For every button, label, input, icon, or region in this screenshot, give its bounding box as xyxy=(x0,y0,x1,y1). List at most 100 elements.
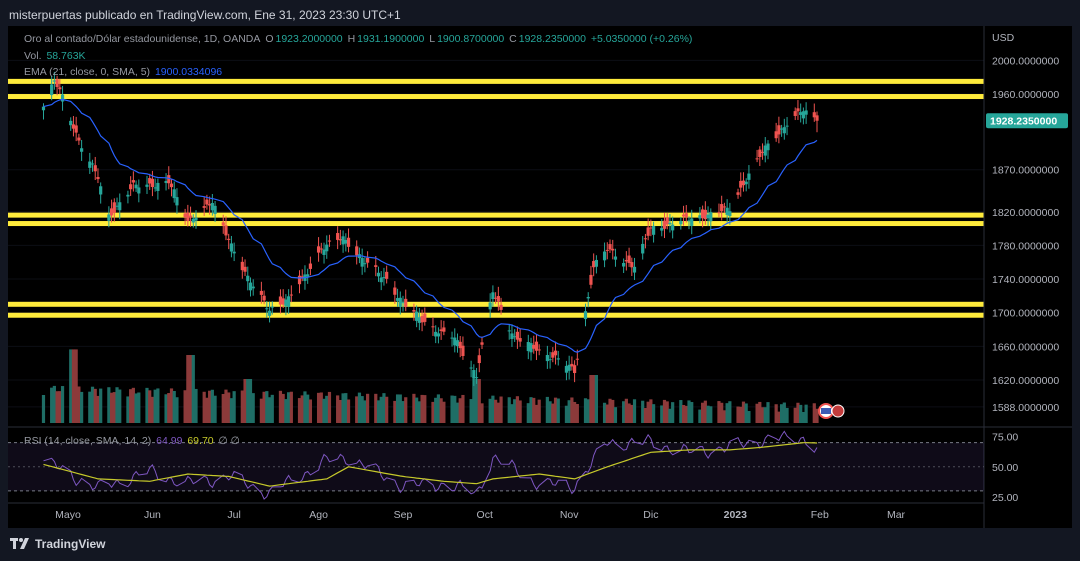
candle[interactable] xyxy=(227,238,231,240)
candle[interactable] xyxy=(341,236,345,245)
candle[interactable] xyxy=(175,197,179,206)
candle[interactable] xyxy=(747,173,751,180)
candle[interactable] xyxy=(605,249,609,251)
candle[interactable] xyxy=(583,311,588,320)
candle[interactable] xyxy=(284,299,288,307)
candle[interactable] xyxy=(316,246,321,253)
candle[interactable] xyxy=(622,262,626,267)
candle[interactable] xyxy=(532,344,536,349)
candle[interactable] xyxy=(687,220,691,222)
candle[interactable] xyxy=(213,205,217,214)
horizontal-levels[interactable] xyxy=(8,78,984,318)
candle[interactable] xyxy=(529,343,533,353)
support-resistance-level[interactable] xyxy=(8,301,984,307)
candle[interactable] xyxy=(739,180,743,188)
candle[interactable] xyxy=(472,370,476,379)
ema-label[interactable]: EMA (21, close, 0, SMA, 5) xyxy=(24,66,151,78)
candle[interactable] xyxy=(796,108,800,112)
candle[interactable] xyxy=(630,262,634,268)
candle[interactable] xyxy=(374,265,378,267)
candle[interactable] xyxy=(551,352,555,358)
candle[interactable] xyxy=(431,326,435,328)
candle[interactable] xyxy=(439,329,443,331)
candle[interactable] xyxy=(205,199,209,205)
candle[interactable] xyxy=(169,183,174,188)
candle[interactable] xyxy=(208,204,212,206)
candle[interactable] xyxy=(99,186,103,195)
candle[interactable] xyxy=(575,358,579,360)
candle[interactable] xyxy=(801,111,805,119)
events-markers[interactable] xyxy=(818,403,845,419)
candle[interactable] xyxy=(346,237,351,247)
candle[interactable] xyxy=(148,178,152,184)
support-resistance-level[interactable] xyxy=(8,78,984,84)
candle[interactable] xyxy=(455,340,460,347)
candle[interactable] xyxy=(327,240,332,242)
candle[interactable] xyxy=(188,215,193,218)
candle[interactable] xyxy=(703,209,707,220)
candle[interactable] xyxy=(594,259,598,267)
candle[interactable] xyxy=(812,112,816,118)
rsi-pane[interactable] xyxy=(8,430,984,500)
candle[interactable] xyxy=(526,342,530,352)
candle[interactable] xyxy=(382,277,386,279)
candle[interactable] xyxy=(131,180,135,183)
chart-svg[interactable]: USD 2000.0000000 1960.0000000 1870.0000000… xyxy=(8,26,1072,528)
candle[interactable] xyxy=(706,214,710,219)
candle[interactable] xyxy=(80,148,84,152)
candle[interactable] xyxy=(709,212,713,222)
candle[interactable] xyxy=(379,277,383,283)
candle[interactable] xyxy=(679,220,683,225)
candle[interactable] xyxy=(183,213,187,218)
candle[interactable] xyxy=(760,151,765,153)
candle[interactable] xyxy=(741,180,746,186)
candle[interactable] xyxy=(69,120,73,126)
candle[interactable] xyxy=(450,337,454,339)
candle[interactable] xyxy=(725,207,729,215)
candle[interactable] xyxy=(643,238,648,240)
symbol-name[interactable]: Oro al contado/Dólar estadounidense, 1D,… xyxy=(24,33,261,45)
candle[interactable] xyxy=(360,257,364,267)
candle[interactable] xyxy=(167,175,171,184)
candle[interactable] xyxy=(363,263,367,265)
candle[interactable] xyxy=(262,295,266,301)
candle[interactable] xyxy=(461,345,465,357)
candle[interactable] xyxy=(267,310,272,316)
candle[interactable] xyxy=(50,84,54,96)
candle[interactable] xyxy=(534,341,539,351)
candle[interactable] xyxy=(420,316,424,323)
candle[interactable] xyxy=(191,218,195,223)
candle[interactable] xyxy=(613,256,618,260)
candle[interactable] xyxy=(684,213,688,218)
candle[interactable] xyxy=(134,184,138,189)
candle[interactable] xyxy=(300,276,304,278)
volume-label[interactable]: Vol. xyxy=(24,50,42,62)
candle[interactable] xyxy=(259,290,263,295)
candle[interactable] xyxy=(322,249,326,255)
price-axis[interactable]: USD 2000.0000000 1960.0000000 1870.0000000… xyxy=(992,32,1059,414)
candle[interactable] xyxy=(785,125,789,127)
candle[interactable] xyxy=(671,224,675,231)
candle[interactable] xyxy=(90,163,95,165)
candle[interactable] xyxy=(393,287,397,295)
candle[interactable] xyxy=(815,115,819,121)
candle[interactable] xyxy=(624,260,628,262)
candle[interactable] xyxy=(548,359,552,361)
candle[interactable] xyxy=(145,184,149,187)
support-resistance-level[interactable] xyxy=(8,212,984,218)
candle[interactable] xyxy=(780,128,784,130)
candle[interactable] xyxy=(118,202,122,211)
candle[interactable] xyxy=(164,181,168,183)
candle[interactable] xyxy=(308,263,313,269)
candle[interactable] xyxy=(156,182,160,191)
candle[interactable] xyxy=(248,282,253,291)
candle[interactable] xyxy=(344,239,348,244)
candle[interactable] xyxy=(417,317,421,323)
candle[interactable] xyxy=(496,296,500,302)
candle[interactable] xyxy=(736,192,740,195)
candle[interactable] xyxy=(355,246,359,256)
candle[interactable] xyxy=(366,257,370,263)
candle[interactable] xyxy=(297,275,302,285)
candle[interactable] xyxy=(55,79,59,87)
candle[interactable] xyxy=(404,298,408,307)
